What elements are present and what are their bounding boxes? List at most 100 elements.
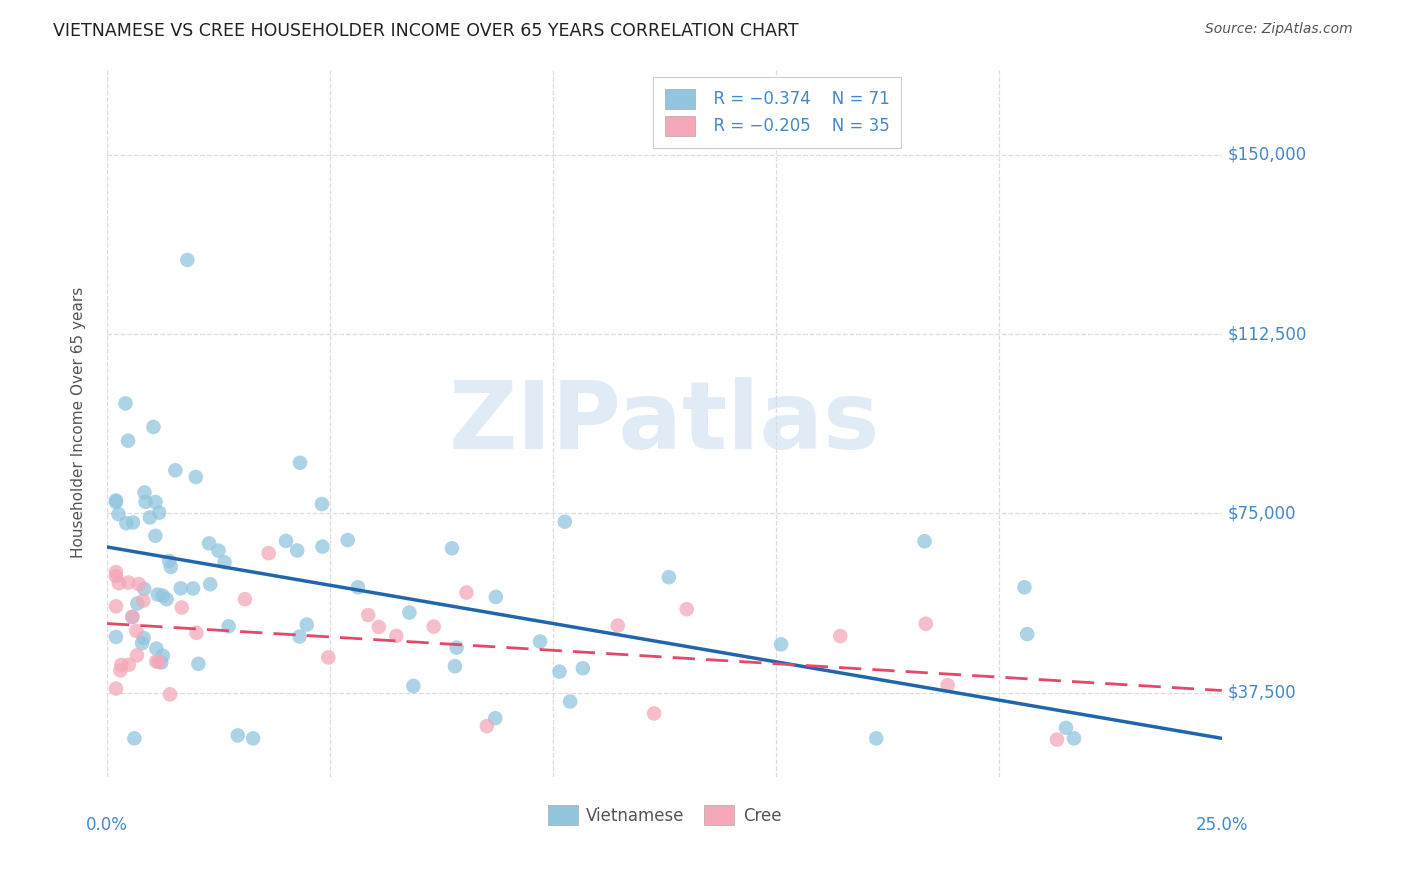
Point [184,470,207,484]
Point [311,497,333,511]
Point [830,629,852,643]
Point [125,648,148,663]
Point [117,434,139,448]
Point [121,609,143,624]
Point [1014,580,1036,594]
Text: $150,000: $150,000 [1227,145,1306,163]
Y-axis label: Householder Income Over 65 years: Householder Income Over 65 years [72,287,86,558]
Point [132,593,155,607]
Point [139,510,162,524]
Point [118,657,141,672]
Point [150,656,173,670]
Point [148,506,170,520]
Point [606,618,628,632]
Point [107,507,129,521]
Point [157,554,180,568]
Point [104,565,127,579]
Point [159,687,181,701]
Point [134,582,156,596]
Point [257,546,280,560]
Point [198,536,221,550]
Point [145,529,167,543]
Point [288,630,311,644]
Point [114,396,136,410]
Point [422,619,444,633]
Text: 0.0%: 0.0% [86,815,128,833]
Point [226,728,249,742]
Point [643,706,665,721]
Point [475,719,498,733]
Point [529,634,551,648]
Point [207,543,229,558]
Point [145,495,167,509]
Point [936,678,959,692]
Point [145,641,167,656]
Point [285,543,308,558]
Point [914,616,936,631]
Point [446,640,468,655]
Legend: Vietnamese, Cree: Vietnamese, Cree [541,798,787,832]
Point [214,555,236,569]
Point [456,585,478,599]
Point [218,619,240,633]
Point [104,495,127,509]
Point [152,648,174,663]
Point [104,630,127,644]
Point [142,420,165,434]
Point [117,575,139,590]
Text: VIETNAMESE VS CREE HOUSEHOLDER INCOME OVER 65 YEARS CORRELATION CHART: VIETNAMESE VS CREE HOUSEHOLDER INCOME OV… [53,22,799,40]
Point [145,655,167,669]
Point [318,650,340,665]
Point [165,463,187,477]
Point [176,252,198,267]
Point [367,620,389,634]
Point [385,629,408,643]
Text: $112,500: $112,500 [1227,325,1306,343]
Point [865,731,887,746]
Point [311,540,333,554]
Point [134,485,156,500]
Point [1046,732,1069,747]
Point [295,617,318,632]
Point [124,731,146,746]
Point [170,582,193,596]
Point [186,625,208,640]
Text: ZIPatlas: ZIPatlas [449,376,880,468]
Point [122,516,145,530]
Point [127,597,149,611]
Point [675,602,697,616]
Point [104,569,127,583]
Point [125,624,148,638]
Point [152,589,174,603]
Point [135,495,157,509]
Point [104,681,127,696]
Point [357,608,380,623]
Point [548,665,571,679]
Point [233,592,256,607]
Point [336,533,359,547]
Point [146,588,169,602]
Point [148,655,170,669]
Point [1054,721,1077,735]
Point [242,731,264,746]
Point [104,493,127,508]
Point [160,560,183,574]
Point [107,576,129,591]
Point [402,679,425,693]
Point [132,631,155,645]
Point [274,533,297,548]
Point [554,515,576,529]
Point [288,456,311,470]
Point [558,694,581,708]
Point [155,592,177,607]
Point [104,599,127,614]
Point [121,610,143,624]
Point [170,600,193,615]
Text: $75,000: $75,000 [1227,505,1296,523]
Point [572,661,595,675]
Point [110,657,132,672]
Point [658,570,681,584]
Point [485,590,508,604]
Point [770,637,793,651]
Point [914,534,936,549]
